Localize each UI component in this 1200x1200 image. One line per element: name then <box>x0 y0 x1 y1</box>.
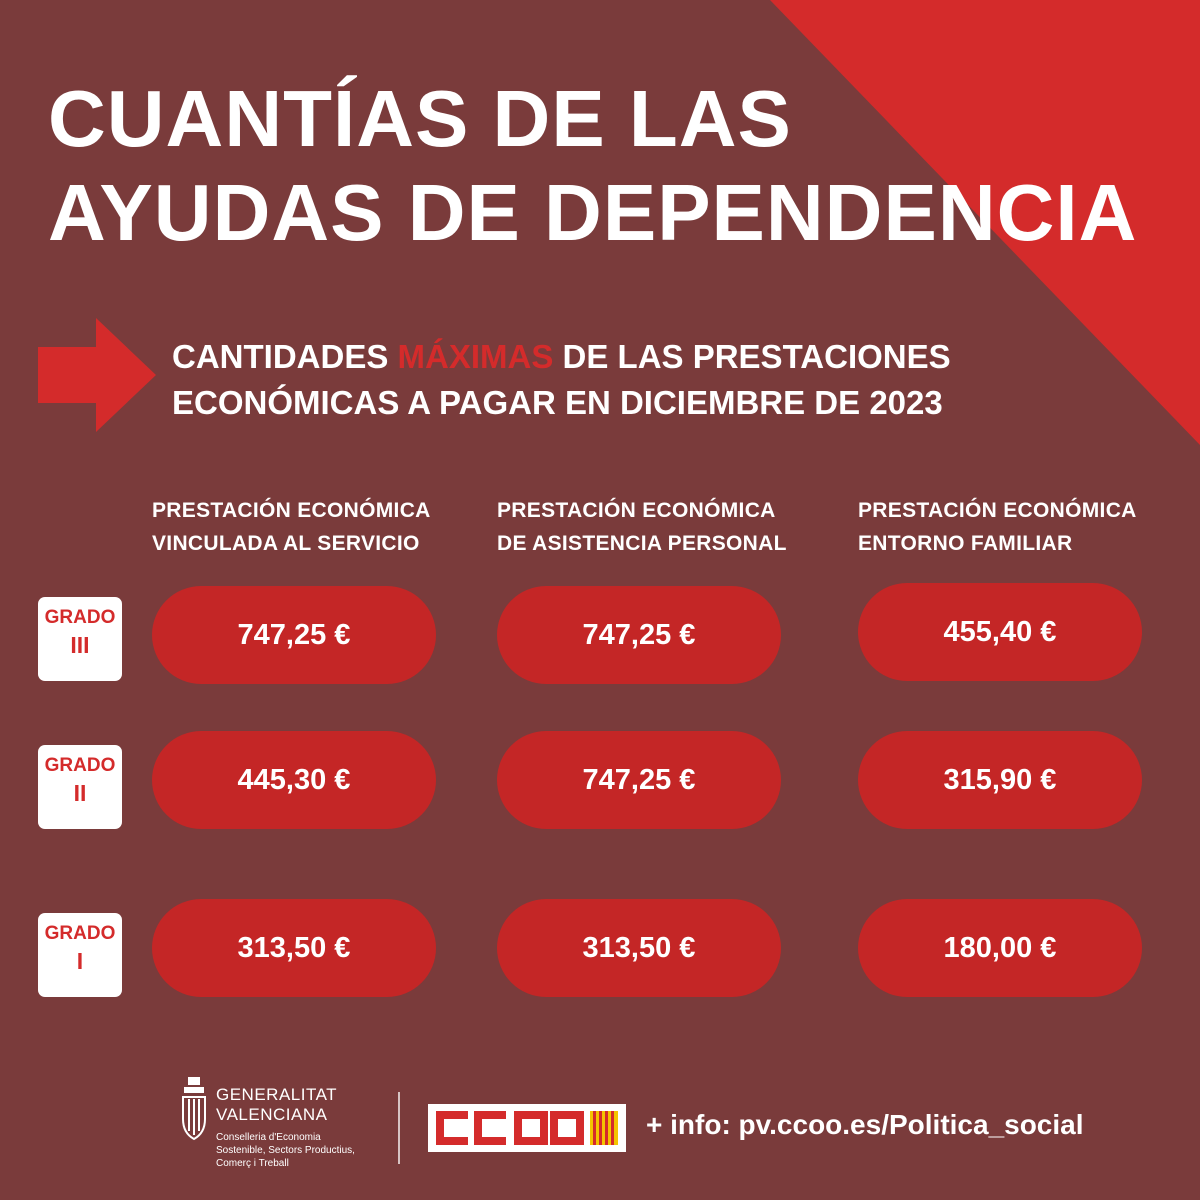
subtitle-line-1: CANTIDADES MÁXIMAS DE LAS PRESTACIONES <box>172 334 1172 380</box>
amount-pill: 313,50 € <box>152 899 436 997</box>
gv-name-line-1: GENERALITAT <box>216 1085 338 1104</box>
amount-pill: 315,90 € <box>858 731 1142 829</box>
footer-divider <box>398 1092 400 1164</box>
title-line-2: AYUDAS DE DEPENDENCIA <box>48 168 1138 257</box>
coat-of-arms-icon <box>182 1077 206 1141</box>
grade-label: GRADO <box>44 923 116 944</box>
column-header-line-2: DE ASISTENCIA PERSONAL <box>497 532 787 555</box>
gv-department: Conselleria d'Economia Sostenible, Secto… <box>216 1131 355 1170</box>
column-header-line-1: PRESTACIÓN ECONÓMICA <box>152 499 431 522</box>
column-header-familiar: PRESTACIÓN ECONÓMICA ENTORNO FAMILIAR <box>858 494 1137 560</box>
ccoo-logo <box>428 1104 626 1152</box>
column-header-line-2: ENTORNO FAMILIAR <box>858 532 1073 555</box>
grade-label: GRADO <box>44 755 116 776</box>
title-line-1: CUANTÍAS DE LAS <box>48 74 792 163</box>
amount-pill: 180,00 € <box>858 899 1142 997</box>
grade-level: I <box>76 948 84 974</box>
gv-dept-line-3: Comerç i Treball <box>216 1158 289 1169</box>
subtitle: CANTIDADES MÁXIMAS DE LAS PRESTACIONES E… <box>172 334 1172 426</box>
grade-badge-ii: GRADO II <box>38 745 122 829</box>
grade-badge-iii: GRADO III <box>38 597 122 681</box>
amount-pill: 747,25 € <box>152 586 436 684</box>
gv-name-line-2: VALENCIANA <box>216 1105 328 1124</box>
ccoo-logo-icon <box>428 1104 626 1152</box>
column-header-line-2: VINCULADA AL SERVICIO <box>152 532 420 555</box>
subtitle-line-2: ECONÓMICAS A PAGAR EN DICIEMBRE DE 2023 <box>172 384 943 421</box>
subtitle-pre: CANTIDADES <box>172 338 398 375</box>
generalitat-valenciana-logo: GENERALITAT VALENCIANA Conselleria d'Eco… <box>178 1075 388 1169</box>
amount-pill: 747,25 € <box>497 731 781 829</box>
subtitle-post: DE LAS PRESTACIONES <box>553 338 951 375</box>
grade-level: II <box>73 780 87 806</box>
grade-badge-i: GRADO I <box>38 913 122 997</box>
gv-dept-line-2: Sostenible, Sectors Productius, <box>216 1145 355 1156</box>
info-link[interactable]: + info: pv.ccoo.es/Politica_social <box>646 1109 1084 1140</box>
amount-pill: 747,25 € <box>497 586 781 684</box>
arrow-right-icon <box>38 318 156 432</box>
column-header-servicio: PRESTACIÓN ECONÓMICA VINCULADA AL SERVIC… <box>152 494 431 560</box>
column-header-line-1: PRESTACIÓN ECONÓMICA <box>858 499 1137 522</box>
page-title: CUANTÍAS DE LAS AYUDAS DE DEPENDENCIA <box>48 72 1168 260</box>
gv-name: GENERALITAT VALENCIANA <box>216 1085 337 1125</box>
amount-pill: 313,50 € <box>497 899 781 997</box>
column-header-line-1: PRESTACIÓN ECONÓMICA <box>497 499 776 522</box>
grade-label: GRADO <box>44 607 116 628</box>
amount-pill: 455,40 € <box>858 583 1142 681</box>
amount-pill: 445,30 € <box>152 731 436 829</box>
column-header-asistencia: PRESTACIÓN ECONÓMICA DE ASISTENCIA PERSO… <box>497 494 787 560</box>
subtitle-highlight: MÁXIMAS <box>397 338 554 375</box>
grade-level: III <box>70 632 90 658</box>
gv-dept-line-1: Conselleria d'Economia <box>216 1132 321 1143</box>
